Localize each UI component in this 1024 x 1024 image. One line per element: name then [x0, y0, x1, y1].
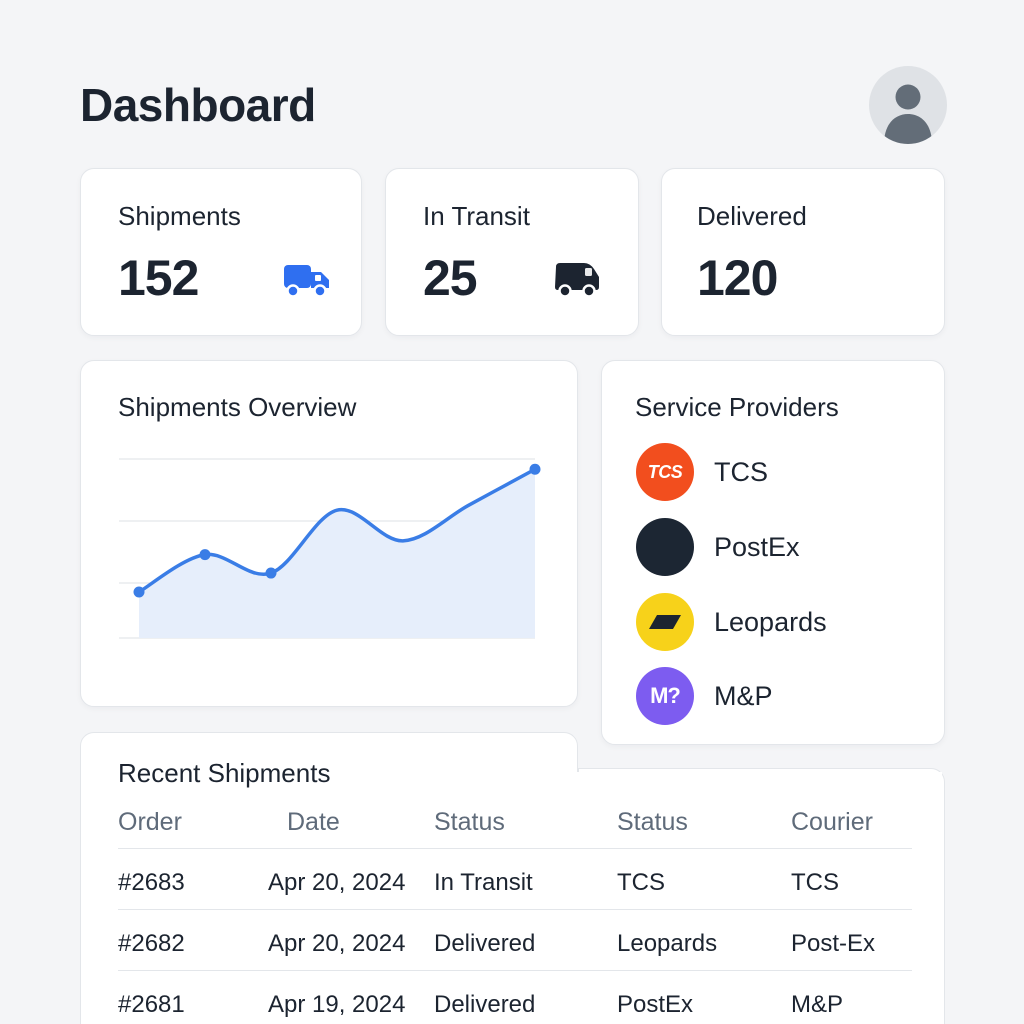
courier-cell: M&P	[791, 991, 844, 1018]
provider-name: TCS	[714, 456, 768, 487]
table-row[interactable]: #2682 Apr 20, 2024 Delivered Leopards Po…	[118, 909, 912, 970]
order-cell: #2681	[118, 991, 185, 1018]
column-header-status[interactable]: Status	[434, 808, 505, 836]
table-row[interactable]: #2683 Apr 20, 2024 In Transit TCS TCS	[118, 848, 912, 909]
chart-area-fill	[139, 469, 535, 638]
recent-shipments-card: Recent Shipments Order Date Status Statu…	[80, 732, 945, 1024]
stat-label: Delivered	[697, 201, 807, 231]
van-icon	[552, 259, 602, 304]
stat-value: 120	[697, 250, 778, 306]
chart-data-point[interactable]	[199, 549, 211, 561]
courier-cell: TCS	[791, 869, 839, 896]
status-cell: PostEx	[617, 991, 694, 1018]
provider-name: M&P	[714, 680, 773, 711]
order-cell: #2683	[118, 869, 185, 896]
service-providers-card: Service Providers TCS TCS PostEx Leopard…	[601, 360, 945, 745]
stat-value: 152	[118, 250, 199, 306]
courier-cell: Post-Ex	[791, 930, 876, 957]
stat-label: Shipments	[118, 201, 241, 231]
leopards-logo-icon	[636, 593, 694, 651]
chart-data-point[interactable]	[529, 463, 541, 475]
tcs-logo-icon: TCS	[636, 443, 694, 501]
providers-title: Service Providers	[635, 392, 839, 422]
postex-logo-icon	[636, 518, 694, 576]
shipments-overview-chart	[119, 458, 541, 639]
chart-title: Shipments Overview	[118, 392, 357, 422]
mp-logo-icon: M?	[636, 667, 694, 725]
status-cell: Delivered	[434, 991, 536, 1018]
order-cell: #2682	[118, 930, 185, 957]
stat-card-in-transit[interactable]: In Transit 25	[385, 168, 639, 336]
status-cell: In Transit	[434, 869, 533, 896]
column-header-courier[interactable]: Courier	[791, 808, 873, 836]
stat-value: 25	[423, 250, 478, 306]
provider-name: PostEx	[714, 531, 800, 562]
table-row[interactable]: #2681 Apr 19, 2024 Delivered PostEx M&P	[118, 970, 912, 1024]
truck-icon	[283, 261, 331, 304]
date-cell: Apr 19, 2024	[268, 991, 406, 1018]
provider-item-tcs[interactable]: TCS TCS	[636, 443, 768, 501]
stat-card-shipments[interactable]: Shipments 152	[80, 168, 362, 336]
chart-data-point[interactable]	[133, 586, 145, 598]
date-cell: Apr 20, 2024	[268, 930, 406, 957]
status-cell: Leopards	[617, 930, 718, 957]
shipments-overview-card: Shipments Overview	[80, 360, 578, 707]
chart-data-point[interactable]	[265, 567, 277, 579]
recent-shipments-title: Recent Shipments	[118, 758, 331, 788]
stat-card-delivered[interactable]: Delivered 120	[661, 168, 945, 336]
status-cell: TCS	[617, 869, 665, 896]
provider-item-postex[interactable]: PostEx	[636, 518, 800, 576]
column-header-order[interactable]: Order	[118, 808, 182, 836]
provider-item-mp[interactable]: M? M&P	[636, 667, 773, 725]
column-header-date[interactable]: Date	[287, 808, 340, 836]
provider-item-leopards[interactable]: Leopards	[636, 593, 827, 651]
provider-name: Leopards	[714, 606, 827, 637]
page-title: Dashboard	[80, 79, 316, 131]
stat-label: In Transit	[423, 201, 530, 231]
status-cell: Delivered	[434, 930, 536, 957]
user-avatar-icon[interactable]	[869, 66, 947, 144]
column-header-status-2[interactable]: Status	[617, 808, 688, 836]
date-cell: Apr 20, 2024	[268, 869, 406, 896]
